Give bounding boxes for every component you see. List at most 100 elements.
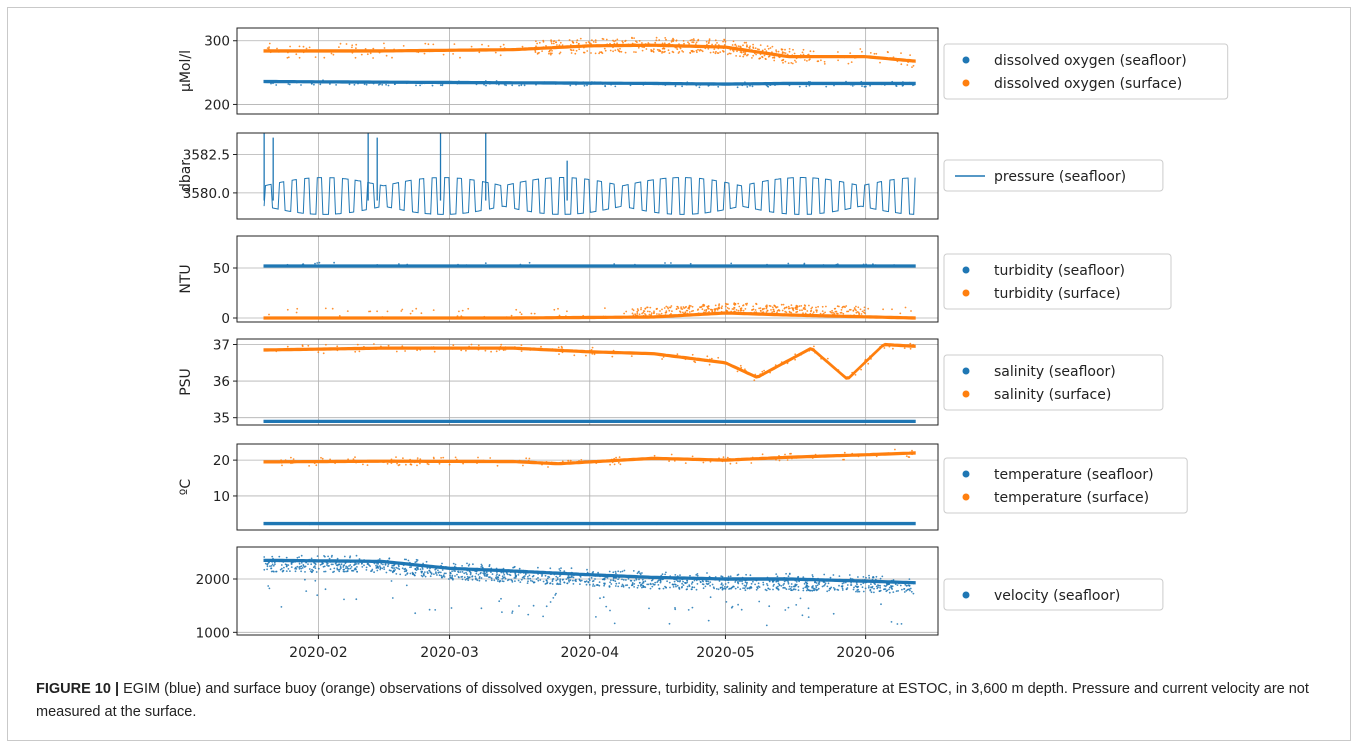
scatter-point	[655, 39, 658, 42]
scatter-point	[606, 576, 609, 579]
scatter-point	[784, 60, 787, 63]
scatter-point	[627, 577, 630, 580]
scatter-point	[658, 313, 660, 316]
scatter-point	[674, 85, 677, 88]
scatter-point	[537, 577, 539, 579]
scatter-point	[530, 579, 532, 582]
scatter-point	[872, 263, 874, 265]
scatter-point	[864, 358, 867, 361]
scatter-point	[863, 309, 866, 312]
scatter-point	[343, 570, 346, 573]
scatter-point	[357, 82, 359, 85]
y-tick-label: 200	[204, 97, 230, 113]
scatter-point	[519, 581, 522, 583]
scatter-point	[454, 456, 457, 459]
scatter-point	[605, 38, 608, 41]
scatter-point	[910, 82, 913, 85]
y-tick-label: 3582.5	[183, 148, 230, 164]
scatter-point	[565, 46, 568, 48]
scatter-point	[470, 45, 473, 48]
scatter-point	[646, 583, 649, 586]
legend-marker-swatch	[962, 591, 970, 599]
scatter-point	[787, 262, 790, 265]
scatter-point	[872, 82, 875, 84]
scatter-point	[308, 46, 311, 49]
scatter-point	[508, 578, 510, 581]
scatter-point	[686, 580, 689, 582]
scatter-point	[868, 585, 870, 587]
scatter-point	[738, 305, 741, 308]
scatter-point	[681, 50, 683, 52]
scatter-point	[794, 588, 797, 591]
scatter-point	[704, 459, 707, 462]
scatter-point	[750, 83, 753, 86]
scatter-point	[691, 82, 693, 84]
scatter-point	[717, 44, 720, 46]
scatter-point	[713, 48, 716, 50]
scatter-point	[867, 586, 870, 589]
scatter-point	[326, 49, 329, 52]
scatter-point	[726, 456, 729, 459]
scatter-point	[778, 584, 781, 587]
scatter-point	[351, 46, 353, 49]
scatter-point	[754, 309, 757, 311]
scatter-point	[380, 345, 382, 348]
scatter-point	[570, 567, 573, 570]
scatter-point	[625, 579, 627, 581]
scatter-point	[594, 41, 597, 43]
scatter-point	[650, 579, 653, 582]
scatter-point	[405, 558, 407, 561]
scatter-point	[548, 50, 550, 53]
scatter-point	[729, 575, 732, 578]
scatter-point	[404, 420, 407, 422]
scatter-point	[910, 310, 912, 312]
scatter-point	[782, 59, 784, 62]
scatter-point	[709, 308, 712, 311]
scatter-point	[404, 350, 406, 352]
scatter-point	[585, 583, 588, 586]
scatter-point	[908, 578, 911, 580]
scatter-point	[348, 565, 350, 567]
scatter-point	[457, 263, 459, 266]
scatter-point	[420, 420, 422, 423]
scatter-point	[385, 54, 388, 57]
scatter-point	[436, 574, 438, 576]
scatter-point	[594, 575, 597, 577]
scatter-point	[281, 567, 283, 570]
scatter-point	[455, 566, 457, 569]
scatter-point	[612, 349, 615, 352]
scatter-point	[461, 565, 463, 567]
scatter-point	[788, 420, 791, 423]
scatter-point	[806, 582, 808, 585]
scatter-point	[347, 458, 349, 461]
scatter-point	[505, 84, 507, 87]
scatter-point	[871, 578, 874, 581]
scatter-point	[691, 578, 694, 580]
scatter-point	[869, 84, 871, 87]
scatter-point	[527, 613, 530, 616]
scatter-point	[701, 583, 704, 585]
scatter-point	[578, 42, 580, 45]
scatter-point	[750, 586, 753, 589]
scatter-point	[795, 456, 798, 459]
scatter-point	[460, 349, 463, 352]
scatter-point	[595, 584, 598, 586]
scatter-point	[366, 81, 368, 84]
scatter-point	[764, 588, 767, 591]
scatter-point	[851, 85, 854, 87]
scatter-point	[649, 587, 652, 590]
scatter-point	[811, 313, 814, 315]
scatter-point	[731, 44, 734, 46]
scatter-point	[339, 565, 342, 568]
scatter-point	[637, 571, 640, 573]
scatter-point	[414, 561, 417, 564]
scatter-point	[641, 49, 644, 52]
scatter-point	[693, 586, 696, 589]
scatter-point	[402, 45, 405, 47]
scatter-point	[809, 50, 812, 53]
scatter-point	[574, 579, 577, 582]
scatter-point	[804, 579, 807, 582]
scatter-point	[598, 52, 600, 55]
scatter-point	[714, 308, 717, 310]
scatter-point	[735, 55, 737, 57]
